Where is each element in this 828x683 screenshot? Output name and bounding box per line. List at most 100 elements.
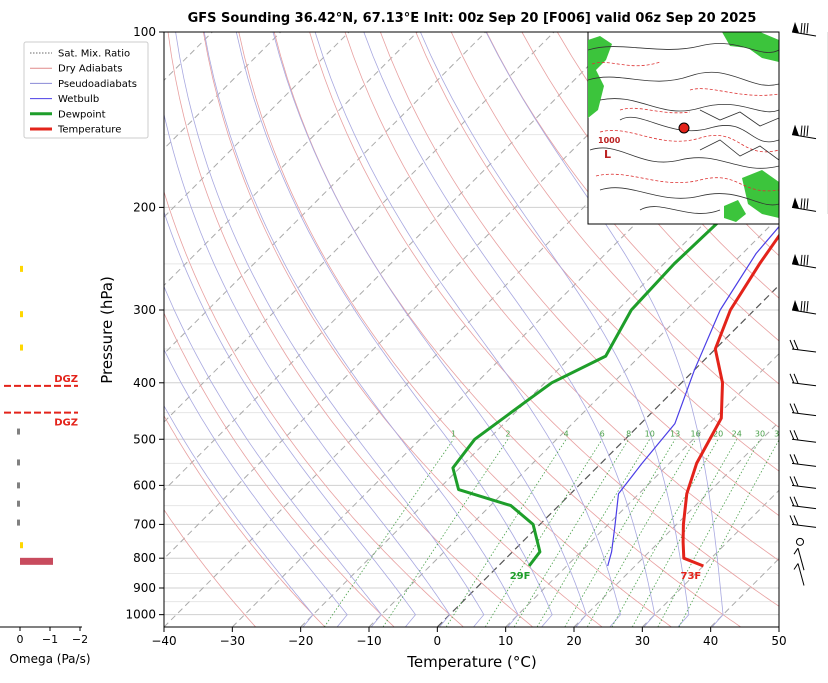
wind-barb — [790, 515, 816, 527]
dgz-label: DGZ — [54, 374, 78, 385]
y-axis-label: Pressure (hPa) — [98, 276, 116, 384]
barb-flag — [794, 454, 798, 464]
mixing-ratio-label: 6 — [600, 429, 605, 438]
y-tick-label: 200 — [133, 200, 156, 214]
dry-adiabat — [168, 32, 533, 627]
barb-flag — [801, 198, 802, 209]
mixing-ratio-line — [383, 439, 508, 627]
mixing-ratio-line — [658, 439, 760, 627]
barb-flag — [794, 515, 798, 525]
barb-shaft — [792, 524, 816, 527]
barb-shaft — [792, 349, 816, 352]
dry-adiabat — [805, 32, 828, 627]
barb-flag — [794, 548, 798, 554]
mixing-ratio-label: 10 — [645, 429, 655, 438]
barb-flag — [807, 301, 808, 312]
wind-barb — [790, 430, 816, 442]
location-marker — [679, 123, 689, 133]
barb-flag — [790, 454, 794, 464]
barb-shaft — [792, 463, 816, 466]
wind-barb — [792, 197, 816, 211]
barb-flag — [794, 430, 798, 440]
omega-bar — [20, 542, 23, 548]
x-tick-label: 30 — [635, 634, 650, 648]
mixing-ratio-label: 30 — [755, 429, 765, 438]
barb-flag — [804, 126, 805, 136]
barb-flag — [804, 255, 805, 266]
barb-shaft — [792, 413, 816, 416]
y-tick-label: 500 — [133, 432, 156, 446]
wind-barb — [792, 254, 816, 268]
mixing-ratio-line — [324, 439, 453, 627]
barb-pennant — [792, 22, 799, 33]
barb-flag — [790, 515, 794, 525]
pseudoadiabat — [150, 32, 450, 627]
barb-flag — [794, 564, 798, 570]
wind-barb — [790, 340, 816, 352]
barb-flag — [790, 497, 794, 507]
wind-barb — [792, 22, 816, 36]
y-tick-label: 300 — [133, 303, 156, 317]
omega-bar — [17, 482, 20, 488]
barb-shaft — [792, 383, 816, 386]
x-tick-label: 50 — [771, 634, 786, 648]
y-tick-label: 100 — [133, 25, 156, 39]
x-tick-label: 40 — [703, 634, 718, 648]
chart-title: GFS Sounding 36.42°N, 67.13°E Init: 00z … — [188, 11, 757, 26]
x-tick-label: −40 — [151, 634, 176, 648]
barb-flag — [794, 374, 798, 384]
barb-pennant — [792, 125, 799, 136]
inset-low-label: L — [604, 148, 611, 161]
barb-flag — [794, 497, 798, 507]
x-tick-label: −10 — [356, 634, 381, 648]
wind-barb — [797, 538, 804, 545]
legend-item: Sat. Mix. Ratio — [58, 49, 130, 60]
wind-barb — [790, 497, 816, 509]
barb-flag — [790, 430, 794, 440]
legend-item: Dewpoint — [58, 109, 106, 120]
wind-barb — [790, 404, 816, 416]
mixing-ratio-label: 1 — [451, 429, 456, 438]
barb-flag — [790, 476, 794, 486]
barb-flag — [807, 198, 808, 209]
wind-barb — [794, 564, 804, 586]
barb-shaft — [792, 506, 816, 509]
mixing-ratio-line — [446, 439, 566, 627]
y-tick-label: 1000 — [125, 608, 156, 622]
inset-pressure-label: 1000 — [598, 136, 621, 145]
barb-flag — [794, 340, 798, 350]
legend-item: Dry Adiabats — [58, 64, 122, 75]
x-tick-label: −30 — [220, 634, 245, 648]
omega-axis-label: Omega (Pa/s) — [9, 652, 90, 666]
x-tick-label: −20 — [288, 634, 313, 648]
mixing-ratio-label: 2 — [505, 429, 510, 438]
omega-bar — [20, 558, 53, 565]
barb-flag — [804, 23, 805, 34]
barb-flag — [801, 301, 802, 312]
y-tick-label: 700 — [133, 517, 156, 531]
barb-shaft — [792, 485, 816, 488]
barb-flag — [801, 126, 802, 136]
barb-flag — [790, 404, 794, 414]
mixing-ratio-label: 24 — [732, 429, 742, 438]
barb-flag — [790, 374, 794, 384]
barb-flag — [804, 301, 805, 312]
mixing-ratio-label: 13 — [670, 429, 680, 438]
omega-tick-label: −2 — [72, 633, 88, 646]
barb-flag — [801, 255, 802, 266]
omega-bar — [17, 520, 20, 526]
mixing-ratio-line — [485, 439, 602, 627]
x-tick-label: 10 — [498, 634, 513, 648]
x-tick-label: 0 — [434, 634, 442, 648]
omega-bar — [20, 266, 23, 272]
barb-flag — [801, 23, 802, 34]
barb-flag — [794, 404, 798, 414]
wetbulb-line — [608, 207, 796, 566]
dgz-label: DGZ — [54, 418, 78, 429]
surface-temp-label: 29F — [510, 571, 531, 582]
inset-map: 1000 L — [588, 32, 779, 224]
y-tick-label: 900 — [133, 581, 156, 595]
barb-pennant — [792, 197, 799, 208]
